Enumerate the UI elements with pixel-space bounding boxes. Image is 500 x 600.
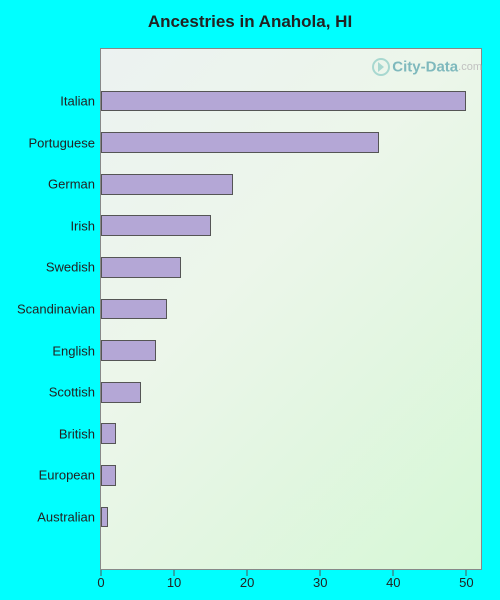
watermark-main: City-Data: [392, 59, 458, 76]
bar: [101, 382, 141, 403]
play-circle-icon: [372, 58, 390, 76]
x-tick-label: 0: [97, 575, 104, 590]
chart-title: Ancestries in Anahola, HI: [0, 12, 500, 32]
y-tick-label: Australian: [37, 510, 95, 525]
x-tick-label: 50: [459, 575, 473, 590]
bar: [101, 91, 466, 112]
x-tick-label: 10: [167, 575, 181, 590]
y-tick-label: Scottish: [49, 385, 95, 400]
y-tick-label: German: [48, 177, 95, 192]
bar: [101, 215, 211, 236]
bar: [101, 507, 108, 528]
y-tick-label: English: [52, 343, 95, 358]
x-tick-label: 30: [313, 575, 327, 590]
bar: [101, 299, 167, 320]
source-watermark: City-Data.com: [372, 58, 482, 76]
x-tick-label: 40: [386, 575, 400, 590]
bar: [101, 257, 181, 278]
y-tick-label: Portuguese: [29, 135, 96, 150]
x-tick-label: 20: [240, 575, 254, 590]
bar: [101, 132, 379, 153]
bar: [101, 465, 116, 486]
bar: [101, 423, 116, 444]
watermark-suffix: .com: [458, 61, 482, 73]
y-tick-label: British: [59, 426, 95, 441]
bar: [101, 174, 233, 195]
plot-area: 01020304050ItalianPortugueseGermanIrishS…: [100, 48, 482, 570]
y-tick-label: Swedish: [46, 260, 95, 275]
y-tick-label: Scandinavian: [17, 302, 95, 317]
y-tick-label: Irish: [70, 218, 95, 233]
y-tick-label: Italian: [60, 94, 95, 109]
y-tick-label: European: [39, 468, 95, 483]
bar: [101, 340, 156, 361]
